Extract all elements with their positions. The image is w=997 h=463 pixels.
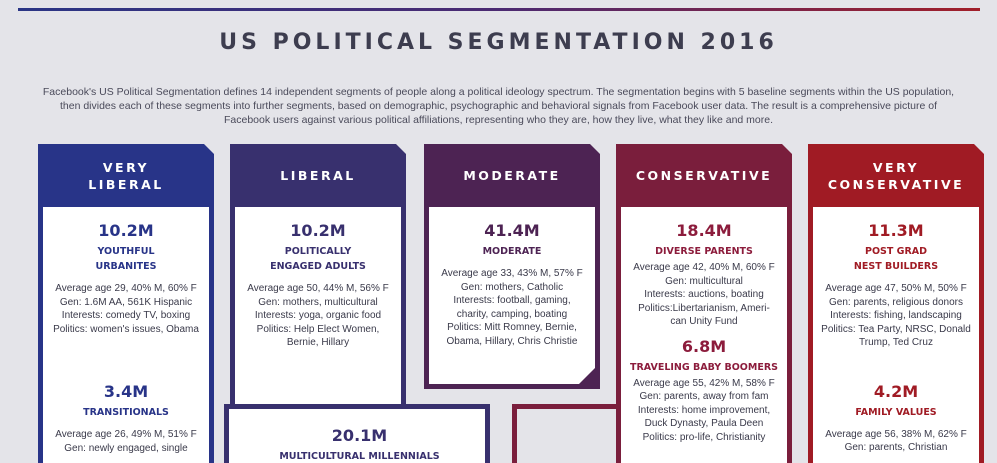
column-moderate: MODERATE 41.4M MODERATE Average age 33, … [424,144,600,389]
top-gradient-rule [18,8,980,11]
column-body: 41.4M MODERATE Average age 33, 43% M, 57… [424,207,600,389]
column-body: 10.2M YOUTHFUL URBANITES Average age 29,… [38,207,214,463]
lower-liberal-connector [224,404,490,463]
segment-name: POLITICALLY ENGAGED ADULTS [270,246,366,272]
segment-name: POST GRAD NEST BUILDERS [853,246,939,272]
segment-post-grad-nest-builders: 11.3M POST GRAD NEST BUILDERS Average ag… [813,207,979,350]
column-very-conservative: VERY CONSERVATIVE 11.3M POST GRAD NEST B… [808,144,984,463]
segment-transitionals: 3.4M TRANSITIONALS Average age 26, 49% M… [43,336,209,455]
segment-description: Average age 29, 40% M, 60% F Gen: 1.6M A… [53,283,199,335]
column-body: 10.2M POLITICALLY ENGAGED ADULTS Average… [230,207,406,404]
column-header: MODERATE [424,144,600,207]
segment-description: Average age 55, 42% M, 58% F Gen: parent… [633,377,775,443]
segment-count: 3.4M [103,382,149,401]
column-conservative: CONSERVATIVE 18.4M DIVERSE PARENTS Avera… [616,144,792,463]
page-title: US POLITICAL SEGMENTATION 2016 [219,30,778,55]
segment-description: Average age 33, 43% M, 57% F Gen: mother… [441,268,583,347]
segment-count: 10.2M [98,221,154,240]
segment-youthful-urbanites: 10.2M YOUTHFUL URBANITES Average age 29,… [43,207,209,336]
segment-count: 41.4M [484,221,540,240]
segment-name: TRANSITIONALS [83,407,169,418]
segment-name: MULTICULTURAL MILLENNIALS [279,451,440,462]
segment-count: 20.1M [331,426,388,445]
segment-count: 11.3M [868,221,924,240]
column-body: 18.4M DIVERSE PARENTS Average age 42, 40… [616,207,792,463]
intro-paragraph: Facebook's US Political Segmentation def… [42,86,955,126]
segment-description: Average age 42, 40% M, 60% F Gen: multic… [633,262,775,327]
segment-moderate: 41.4M MODERATE Average age 33, 43% M, 57… [429,207,595,348]
segment-name: FAMILY VALUES [855,406,937,418]
segment-name: TRAVELING BABY BOOMERS [630,361,778,373]
segment-traveling-baby-boomers: 6.8M TRAVELING BABY BOOMERS Average age … [621,329,787,445]
segment-name: DIVERSE PARENTS [655,246,753,257]
segment-count: 4.2M [873,381,919,401]
segment-description: Average age 50, 44% M, 56% F Gen: mother… [247,283,389,348]
column-header: VERY CONSERVATIVE [808,144,984,207]
column-header: LIBERAL [230,144,406,207]
segment-description: Average age 26, 49% M, 51% F Gen: newly … [55,429,197,454]
column-very-liberal: VERY LIBERAL 10.2M YOUTHFUL URBANITES Av… [38,144,214,463]
segment-diverse-parents: 18.4M DIVERSE PARENTS Average age 42, 40… [621,207,787,329]
segment-name: MODERATE [482,246,542,257]
segment-count: 6.8M [681,336,727,356]
segment-multicultural-millennials: 20.1M MULTICULTURAL MILLENNIALS [229,426,490,463]
segment-name: YOUTHFUL URBANITES [95,246,157,272]
segment-description: Average age 56, 38% M, 62% F Gen: parent… [825,428,967,454]
segment-family-values: 4.2M FAMILY VALUES Average age 56, 38% M… [813,350,979,455]
column-header: VERY LIBERAL [38,144,214,207]
segment-description: Average age 47, 50% M, 50% F Gen: parent… [821,283,971,348]
column-body: 11.3M POST GRAD NEST BUILDERS Average ag… [808,207,984,463]
column-liberal: LIBERAL 10.2M POLITICALLY ENGAGED ADULTS… [230,144,406,404]
segment-count: 10.2M [290,221,346,240]
segment-count: 18.4M [676,221,732,240]
column-header: CONSERVATIVE [616,144,792,207]
lower-conservative-connector [512,404,624,463]
corner-fold [579,368,595,384]
segment-politically-engaged-adults: 10.2M POLITICALLY ENGAGED ADULTS Average… [235,207,401,350]
